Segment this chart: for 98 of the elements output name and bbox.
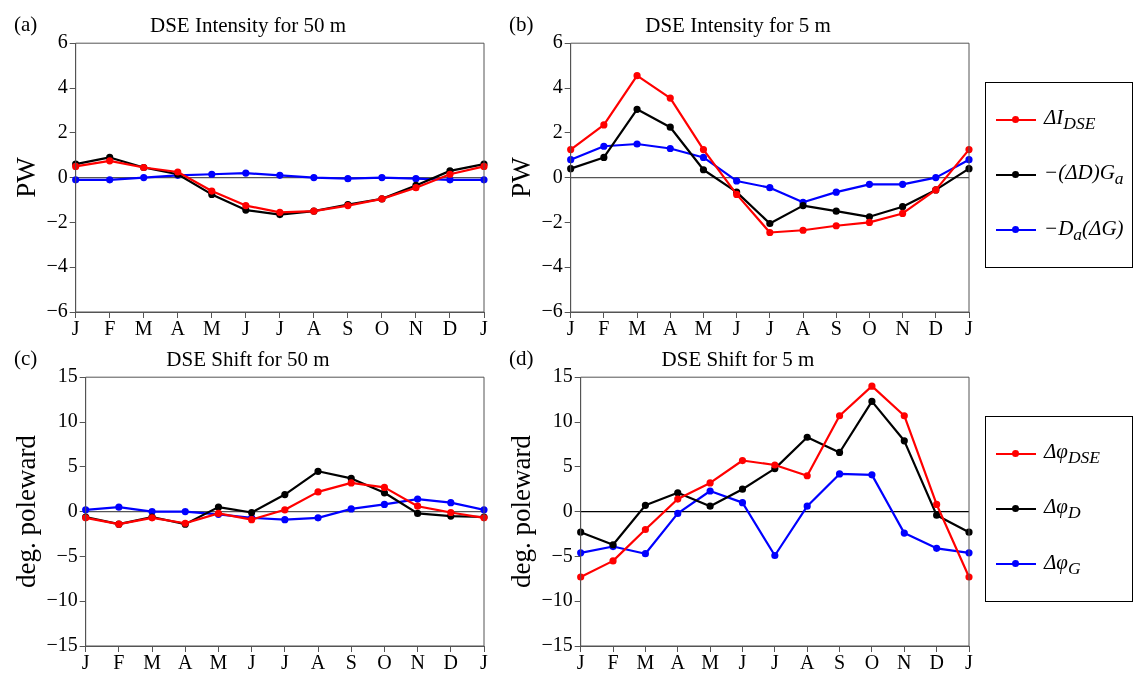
y-tick-label: −2 (46, 209, 68, 232)
x-tick-label: N (897, 651, 912, 674)
legend-label: ΔI$_{DSE}$ (1044, 105, 1096, 135)
text: (c) (14, 346, 38, 371)
x-tick-label: J (241, 317, 250, 340)
x-tick-label: F (598, 317, 610, 340)
x-tick-label: M (202, 317, 221, 340)
x-tick-label: J (81, 651, 90, 674)
y-tick-label: 2 (57, 120, 68, 143)
x-tick-label: S (342, 317, 354, 340)
y-tick-label: −4 (541, 254, 563, 277)
y-tick-label: 10 (552, 409, 573, 432)
x-tick-label: O (377, 651, 392, 674)
x-tick-label: A (663, 317, 679, 340)
y-tick-label: −4 (46, 254, 68, 277)
x-tick-label: J (566, 317, 575, 340)
y-tick-label: 6 (552, 30, 563, 53)
chart-title: DSE Shift for 5 m (661, 347, 815, 372)
y-tick-label: 0 (552, 164, 563, 187)
chart-title: DSE Intensity for 50 m (150, 13, 346, 38)
y-axis-title: PW (506, 156, 537, 198)
legend-label: −(ΔD)G$_{a}$ (1044, 160, 1124, 190)
y-tick-label: 4 (57, 75, 68, 98)
x-tick-label: A (170, 317, 186, 340)
x-tick-label: J (965, 651, 974, 674)
x-tick-label: J (480, 651, 489, 674)
x-tick-label: J (71, 317, 80, 340)
x-tick-label: O (864, 651, 880, 674)
x-tick-label: A (178, 651, 194, 674)
x-tick-label: A (795, 317, 811, 340)
x-tick-label: D (929, 651, 944, 674)
legend-label: Δφ$_{DSE}$ (1044, 439, 1101, 469)
x-tick-label: M (134, 317, 153, 340)
x-tick-label: S (834, 651, 846, 674)
y-tick-label: 4 (552, 75, 563, 98)
x-tick-label: J (732, 317, 741, 340)
x-tick-label: S (830, 317, 842, 340)
y-tick-label: 15 (57, 364, 78, 387)
y-axis-title: deg. poleward (11, 434, 42, 589)
y-axis-title: PW (11, 156, 42, 198)
x-tick-label: M (628, 317, 647, 340)
x-tick-label: N (410, 651, 425, 674)
y-tick-label: −2 (541, 209, 563, 232)
x-tick-label: A (799, 651, 815, 674)
legend-label: Δφ$_{G}$ (1044, 549, 1081, 579)
x-tick-label: O (374, 317, 390, 340)
y-tick-label: 5 (562, 454, 573, 477)
x-tick-label: M (209, 651, 228, 674)
x-tick-label: F (607, 651, 619, 674)
y-tick-label: 10 (57, 409, 78, 432)
y-tick-label: −5 (551, 543, 573, 566)
x-tick-label: D (928, 317, 944, 340)
y-tick-label: −15 (46, 633, 78, 656)
x-tick-label: M (694, 317, 713, 340)
x-tick-label: F (104, 317, 116, 340)
x-tick-label: J (280, 651, 289, 674)
x-tick-label: M (701, 651, 720, 674)
y-tick-label: 15 (552, 364, 573, 387)
y-tick-label: 0 (67, 498, 78, 521)
legend-label: −D$_{a}$(ΔG) (1044, 215, 1124, 245)
x-tick-label: N (895, 317, 910, 340)
chart-title: DSE Intensity for 5 m (645, 13, 831, 38)
x-tick-label: J (738, 651, 747, 674)
x-tick-label: M (143, 651, 162, 674)
text: (b) (509, 12, 534, 37)
x-tick-label: D (442, 317, 458, 340)
x-tick-label: M (636, 651, 655, 674)
x-tick-label: J (247, 651, 256, 674)
y-tick-label: 5 (67, 454, 78, 477)
x-tick-label: D (443, 651, 459, 674)
y-tick-label: −6 (46, 299, 68, 322)
text: (a) (14, 12, 38, 37)
y-tick-label: 2 (552, 120, 563, 143)
x-tick-label: J (965, 317, 974, 340)
chart-title: DSE Shift for 50 m (166, 347, 330, 372)
legend-label: Δφ$_{D}$ (1044, 494, 1081, 524)
y-tick-label: 0 (562, 498, 573, 521)
x-tick-label: F (113, 651, 125, 674)
x-tick-label: O (862, 317, 877, 340)
y-tick-label: −6 (541, 299, 563, 322)
y-axis-title: deg. poleward (506, 434, 537, 589)
x-tick-label: A (670, 651, 686, 674)
y-tick-label: 6 (57, 30, 68, 53)
y-tick-label: −10 (541, 588, 573, 611)
x-tick-label: J (576, 651, 585, 674)
x-tick-label: J (480, 317, 489, 340)
x-tick-label: J (765, 317, 774, 340)
y-tick-label: −10 (46, 588, 78, 611)
text: (d) (509, 346, 534, 371)
x-tick-label: J (770, 651, 779, 674)
x-tick-label: J (275, 317, 284, 340)
y-tick-label: −15 (541, 633, 573, 656)
x-tick-label: A (310, 651, 326, 674)
x-tick-label: N (408, 317, 424, 340)
y-tick-label: 0 (57, 164, 68, 187)
y-tick-label: −5 (56, 543, 78, 566)
x-tick-label: A (306, 317, 322, 340)
x-tick-label: S (345, 651, 357, 674)
